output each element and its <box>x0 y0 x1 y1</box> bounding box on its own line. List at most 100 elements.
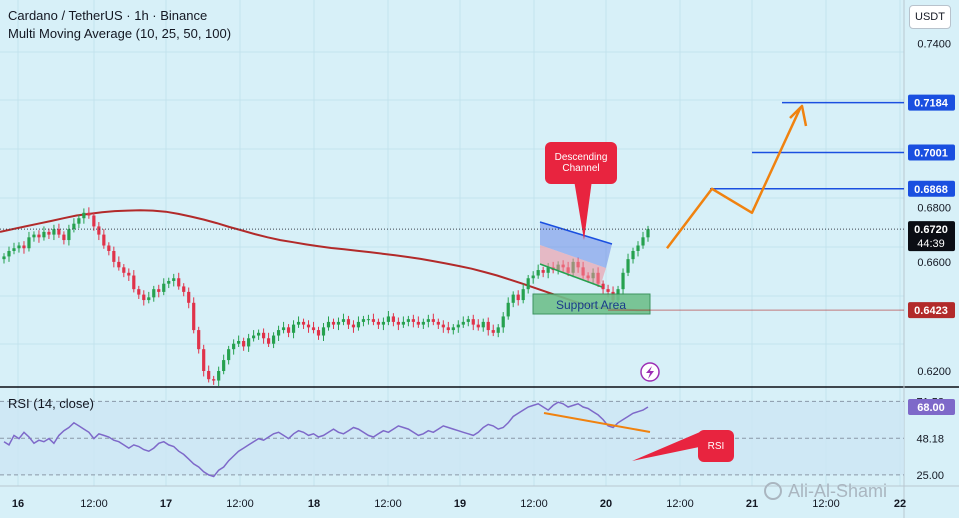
candle-bear <box>301 321 306 325</box>
candle-bear <box>202 349 206 371</box>
candle-bear <box>416 321 420 325</box>
candle-bull <box>321 327 326 336</box>
indicator-legend[interactable]: Multi Moving Average (10, 25, 50, 100) <box>8 26 232 41</box>
candle-bull <box>326 321 331 328</box>
candle-bear <box>316 330 321 336</box>
candle-bull <box>481 321 485 328</box>
candle-bear <box>102 234 106 246</box>
rsi-tick-label: 48.18 <box>916 433 944 445</box>
rsi-callout-box <box>698 430 734 462</box>
candle-bull <box>641 237 645 246</box>
candle-bull <box>12 248 16 251</box>
price-tick-label: 0.7400 <box>917 39 951 51</box>
candle-bull <box>281 327 286 331</box>
channel-callout-text: Channel <box>562 163 599 174</box>
candle-bear <box>396 321 400 325</box>
candle-bear <box>122 267 126 273</box>
candle-bull <box>506 302 510 317</box>
candle-bear <box>242 340 246 347</box>
time-tick-label: 12:00 <box>80 498 108 510</box>
symbol-title[interactable]: Cardano / TetherUS · 1h · Binance <box>8 8 208 23</box>
candle-bear <box>476 324 480 328</box>
price-label-box <box>908 302 955 319</box>
candle-bear <box>117 261 121 268</box>
candle-bull <box>271 335 276 344</box>
rsi-callout-pointer <box>632 432 704 461</box>
candle-bull <box>621 272 625 290</box>
candle-bull <box>461 321 465 325</box>
candle-bull <box>531 275 535 279</box>
rsi-value-label: 68.00 <box>917 402 945 414</box>
candle-bull <box>526 278 530 290</box>
candle-bear <box>47 231 51 235</box>
channel-callout-box <box>545 142 617 184</box>
candle-bear <box>486 321 490 331</box>
moving-average-line <box>0 209 650 312</box>
price-label-box <box>908 144 955 161</box>
price-label-text: 0.7001 <box>914 147 948 159</box>
candle-bull <box>217 370 221 381</box>
support-area: Support Area <box>532 293 651 315</box>
candle-bear <box>197 330 201 350</box>
candle-bull <box>386 316 391 322</box>
candle-bull <box>252 335 256 339</box>
candle-bull <box>366 319 371 321</box>
rsi-line <box>3 401 649 478</box>
candle-bull <box>456 324 460 328</box>
rsi-title[interactable]: RSI (14, close) <box>8 396 94 411</box>
candle-bull <box>356 321 361 328</box>
candle-bear <box>187 291 191 303</box>
candle-bull <box>646 229 650 238</box>
candle-bull <box>466 319 470 322</box>
candle-bear <box>92 215 96 227</box>
channel-callout-text: Descending <box>555 152 608 163</box>
candle-bull <box>2 256 6 260</box>
candle-bull <box>636 245 640 251</box>
candle-bull <box>426 319 430 322</box>
price-label-box <box>908 221 955 252</box>
candle-bear <box>261 332 266 339</box>
event-badge <box>640 362 660 382</box>
candle-bull <box>227 349 231 361</box>
candle-bull <box>401 321 405 325</box>
rsi-value-box <box>908 398 955 415</box>
support-area-label: Support Area <box>556 298 626 312</box>
watermark: Ali-Al-Shami <box>764 481 887 502</box>
candle-bull <box>451 327 455 331</box>
time-tick-label: 18 <box>308 498 320 510</box>
price-tick-label: 0.6600 <box>917 257 951 269</box>
candle-bear <box>286 327 291 333</box>
candle-bull <box>232 343 236 350</box>
candle-bull <box>536 270 540 276</box>
time-tick-label: 19 <box>454 498 466 510</box>
candle-bull <box>72 223 76 230</box>
lightning-glyph <box>646 366 654 379</box>
price-label-text: 0.6720 <box>914 224 948 236</box>
projection-arrowhead <box>789 104 808 127</box>
time-tick-label: 12:00 <box>520 498 548 510</box>
candle-bull <box>32 234 36 238</box>
currency-button[interactable]: USDT <box>909 5 951 29</box>
time-tick-label: 17 <box>160 498 172 510</box>
channel-bottom-line <box>539 263 603 288</box>
candle-bull <box>67 229 71 241</box>
candle-bull <box>162 283 166 292</box>
candle-bear <box>446 327 450 331</box>
price-label-text: 0.7184 <box>914 98 949 110</box>
time-tick-label: 20 <box>600 498 612 510</box>
candle-bull <box>361 319 366 322</box>
candle-bear <box>601 283 605 290</box>
candle-bear <box>57 229 61 235</box>
candle-bear <box>266 338 271 344</box>
candle-bear <box>351 324 356 328</box>
candle-bull <box>172 278 176 281</box>
projection-path <box>666 104 808 249</box>
candle-bear <box>142 294 146 301</box>
candle-bear <box>541 270 545 273</box>
candle-bull <box>296 321 301 325</box>
countdown-label: 44:39 <box>917 238 945 250</box>
candle-bull <box>167 280 171 284</box>
